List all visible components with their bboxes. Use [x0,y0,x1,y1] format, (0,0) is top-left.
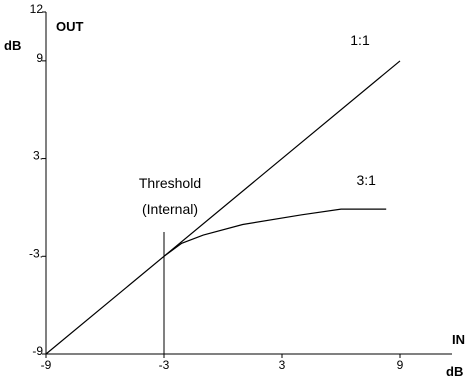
x-tick-label: -3 [159,358,170,372]
axis-titles: OUT dB IN dB [4,19,465,379]
threshold-label-line1: Threshold [139,175,201,191]
series-label: 3:1 [356,172,376,188]
threshold-marker: Threshold (Internal) [139,175,201,354]
x-tick-label: 9 [397,358,404,372]
y-tick-label: 12 [30,2,44,16]
series-line-3-to-1 [163,208,387,257]
y-tick-label: -3. [29,246,43,260]
ticks: -9 -3 3 9 -9 -3. 3. 9 12 [29,2,404,372]
y-axis-unit: dB [4,38,21,53]
y-axis-title: OUT [56,19,84,34]
y-tick-label: 9 [36,51,43,65]
y-tick-label: -9 [32,344,43,358]
axes [45,12,452,355]
threshold-label-line2: (Internal) [142,201,198,217]
x-tick-label: 3 [279,358,286,372]
x-axis-title: IN [452,332,465,347]
series: 1:1 3:1 [45,32,401,355]
x-axis-unit: dB [446,364,463,379]
series-label: 1:1 [350,32,370,48]
series-line-1-to-1 [45,60,401,355]
y-tick-label: 3. [33,149,43,163]
x-tick-label: -9 [41,358,52,372]
